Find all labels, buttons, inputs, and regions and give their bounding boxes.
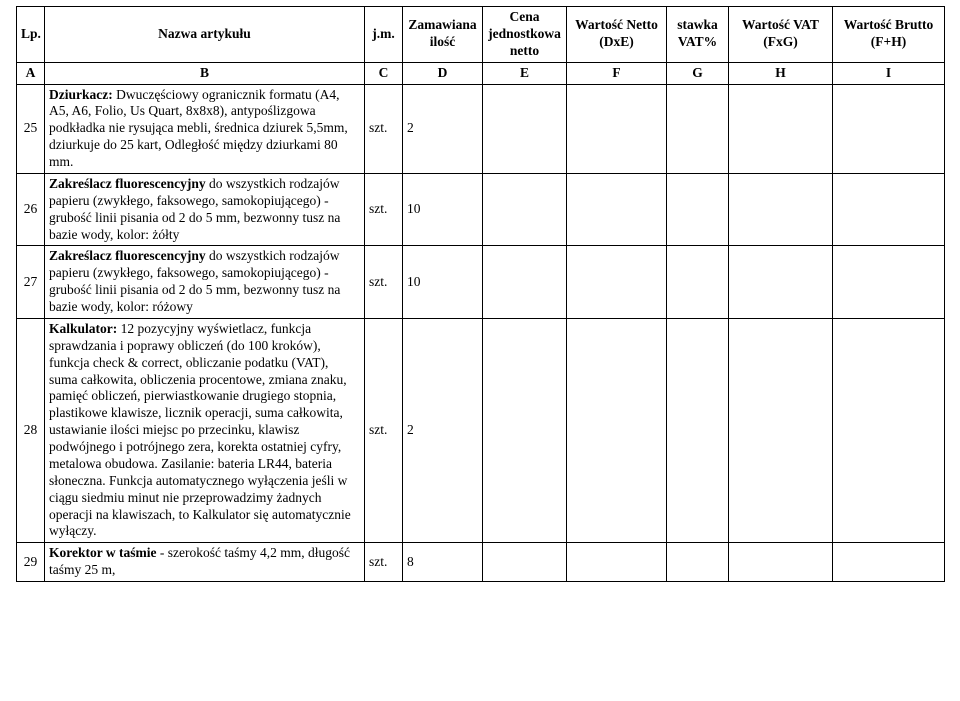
row-brutto: [833, 173, 945, 246]
col-jm-header: j.m.: [365, 7, 403, 63]
row-qty: 10: [403, 173, 483, 246]
letter-F: F: [567, 62, 667, 84]
letter-C: C: [365, 62, 403, 84]
row-cena: [483, 543, 567, 582]
row-netto: [567, 173, 667, 246]
letter-H: H: [729, 62, 833, 84]
table-row: 25 Dziurkacz: Dwuczęściowy ogranicznik f…: [17, 84, 945, 173]
letter-I: I: [833, 62, 945, 84]
letter-D: D: [403, 62, 483, 84]
row-vatp: [667, 173, 729, 246]
col-vat-header: Wartość VAT (FxG): [729, 7, 833, 63]
row-qty: 2: [403, 84, 483, 173]
col-vatp-header: stawka VAT%: [667, 7, 729, 63]
row-cena: [483, 318, 567, 542]
row-lp: 29: [17, 543, 45, 582]
row-qty: 10: [403, 246, 483, 319]
desc-lead: Kalkulator:: [49, 321, 117, 336]
col-brutto-header: Wartość Brutto (F+H): [833, 7, 945, 63]
row-brutto: [833, 246, 945, 319]
col-zam-header: Zamawiana ilość: [403, 7, 483, 63]
row-brutto: [833, 543, 945, 582]
row-vat: [729, 173, 833, 246]
header-row: Lp. Nazwa artykułu j.m. Zamawiana ilość …: [17, 7, 945, 63]
col-cena-header: Cena jednostkowa netto: [483, 7, 567, 63]
desc-lead: Korektor w taśmie: [49, 545, 156, 560]
row-vat: [729, 84, 833, 173]
row-jm: szt.: [365, 246, 403, 319]
row-desc: Kalkulator: 12 pozycyjny wyświetlacz, fu…: [45, 318, 365, 542]
row-netto: [567, 543, 667, 582]
row-cena: [483, 84, 567, 173]
letter-B: B: [45, 62, 365, 84]
row-vatp: [667, 318, 729, 542]
table-row: 26 Zakreślacz fluorescencyjny do wszystk…: [17, 173, 945, 246]
row-lp: 27: [17, 246, 45, 319]
letter-A: A: [17, 62, 45, 84]
row-lp: 25: [17, 84, 45, 173]
letter-G: G: [667, 62, 729, 84]
row-vatp: [667, 84, 729, 173]
table-row: 29 Korektor w taśmie - szerokość taśmy 4…: [17, 543, 945, 582]
desc-lead: Dziurkacz:: [49, 87, 113, 102]
col-netto-header: Wartość Netto (DxE): [567, 7, 667, 63]
letter-row: A B C D E F G H I: [17, 62, 945, 84]
pricing-table: Lp. Nazwa artykułu j.m. Zamawiana ilość …: [16, 6, 945, 582]
row-lp: 28: [17, 318, 45, 542]
col-nazwa-header: Nazwa artykułu: [45, 7, 365, 63]
row-jm: szt.: [365, 84, 403, 173]
table-row: 27 Zakreślacz fluorescencyjny do wszystk…: [17, 246, 945, 319]
row-netto: [567, 84, 667, 173]
row-netto: [567, 246, 667, 319]
row-desc: Dziurkacz: Dwuczęściowy ogranicznik form…: [45, 84, 365, 173]
row-desc: Korektor w taśmie - szerokość taśmy 4,2 …: [45, 543, 365, 582]
row-netto: [567, 318, 667, 542]
row-cena: [483, 173, 567, 246]
row-vat: [729, 246, 833, 319]
col-lp-header: Lp.: [17, 7, 45, 63]
row-qty: 8: [403, 543, 483, 582]
row-desc: Zakreślacz fluorescencyjny do wszystkich…: [45, 173, 365, 246]
table-body: 25 Dziurkacz: Dwuczęściowy ogranicznik f…: [17, 84, 945, 582]
row-vat: [729, 543, 833, 582]
row-cena: [483, 246, 567, 319]
row-brutto: [833, 318, 945, 542]
desc-lead: Zakreślacz fluorescencyjny: [49, 248, 206, 263]
row-brutto: [833, 84, 945, 173]
row-desc: Zakreślacz fluorescencyjny do wszystkich…: [45, 246, 365, 319]
row-qty: 2: [403, 318, 483, 542]
table-row: 28 Kalkulator: 12 pozycyjny wyświetlacz,…: [17, 318, 945, 542]
row-jm: szt.: [365, 318, 403, 542]
row-jm: szt.: [365, 173, 403, 246]
letter-E: E: [483, 62, 567, 84]
desc-lead: Zakreślacz fluorescencyjny: [49, 176, 206, 191]
row-lp: 26: [17, 173, 45, 246]
desc-rest: 12 pozycyjny wyświetlacz, funkcja sprawd…: [49, 321, 351, 539]
row-vatp: [667, 246, 729, 319]
row-vatp: [667, 543, 729, 582]
row-jm: szt.: [365, 543, 403, 582]
row-vat: [729, 318, 833, 542]
